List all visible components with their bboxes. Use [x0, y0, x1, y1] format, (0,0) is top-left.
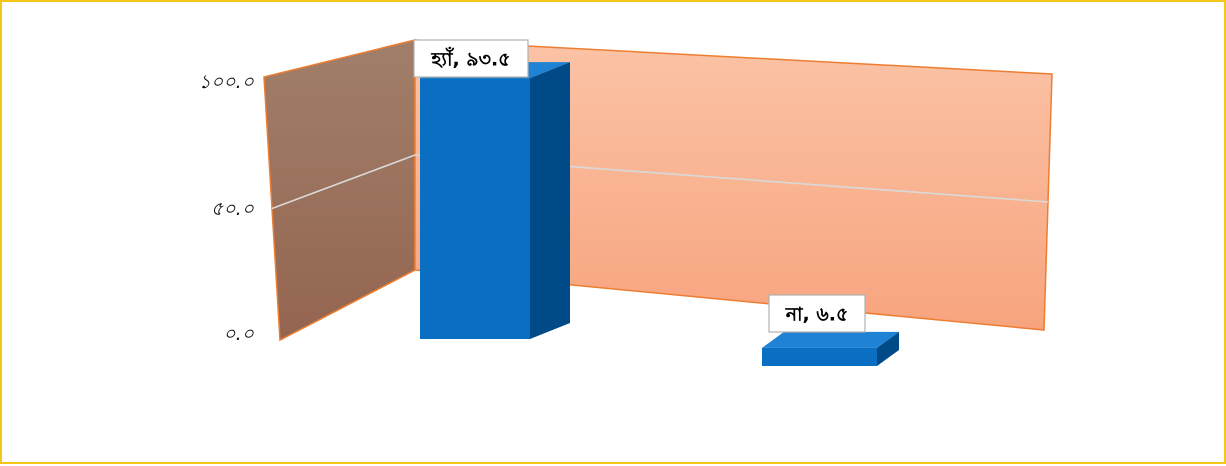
- y-tick-label-0: ০.০: [223, 323, 254, 345]
- back-wall: [414, 39, 1053, 331]
- data-label-0-text: হ্যাঁ, ৯৩.৫: [430, 47, 510, 71]
- bar-0-front: [420, 78, 530, 339]
- y-tick-label-1: ৫০.০: [211, 198, 255, 220]
- data-label-1: না, ৬.৫: [768, 294, 866, 333]
- side-wall: [263, 39, 416, 342]
- bar-0: [420, 62, 570, 339]
- y-tick-label-2: ১০০.০: [199, 71, 255, 93]
- gridline-1: [271, 154, 1049, 210]
- bar-1-side: [877, 331, 899, 366]
- data-label-1-box: [768, 294, 866, 333]
- data-label-1-text: না, ৬.৫: [785, 304, 849, 326]
- bar-1-top: [762, 331, 899, 348]
- data-label-0: হ্যাঁ, ৯৩.৫: [413, 39, 529, 78]
- bar-1-front: [762, 347, 877, 366]
- data-label-0-box: [413, 39, 529, 78]
- bar-1: [762, 331, 899, 366]
- bar-0-side: [530, 62, 570, 339]
